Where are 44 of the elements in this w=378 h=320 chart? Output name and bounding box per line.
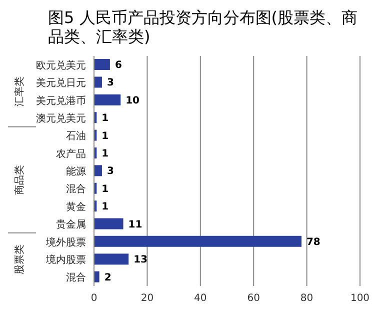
x-tick-label: 100 — [350, 293, 370, 304]
bar — [94, 236, 302, 247]
bar — [94, 254, 129, 265]
data-label: 11 — [128, 219, 142, 230]
data-label: 3 — [106, 166, 114, 178]
text: 股票类 — [14, 244, 26, 274]
bar — [94, 165, 102, 176]
data-label: 1 — [102, 202, 109, 213]
y-tick-label: 石油 — [66, 130, 86, 142]
data-label: 13 — [134, 254, 148, 266]
data-label: 1 — [102, 184, 109, 195]
y-tick-label: 美元兑港币 — [36, 94, 86, 107]
data-label: 2 — [104, 272, 112, 284]
y-tick-label: 美元兑日元 — [36, 77, 86, 90]
data-label: 1 — [102, 148, 109, 160]
data-label: 6 — [114, 60, 122, 72]
x-tick-label: 20 — [140, 293, 154, 304]
data-label: 10 — [126, 95, 140, 106]
bar — [94, 76, 102, 88]
y-tick-label: 农产品 — [56, 148, 86, 160]
text: 汇率类 — [14, 76, 26, 106]
bar — [94, 59, 110, 70]
data-label: 3 — [106, 78, 114, 89]
y-tick-label: 混合 — [66, 272, 86, 284]
y-tick-label: 贵金属 — [56, 218, 86, 231]
bar — [94, 271, 100, 282]
y-tick-label: 欧元兑美元 — [36, 59, 86, 72]
x-tick-label: 0 — [90, 293, 98, 304]
y-tick-label: 境内股票 — [45, 254, 86, 266]
y-tick-label: 黄金 — [66, 200, 86, 213]
chart-title: 图5 人民币产品投资方向分布图(股票类、商品类、汇率类) — [47, 8, 359, 48]
x-tick-label: 40 — [194, 293, 207, 304]
y-tick-label: 澳元兑美元 — [36, 112, 86, 124]
bar — [94, 94, 121, 106]
data-label: 1 — [102, 130, 109, 142]
data-label: 78 — [306, 236, 320, 248]
y-tick-label: 能源 — [66, 166, 86, 178]
y-tick-label: 境外股票 — [45, 236, 86, 248]
x-tick-label: 60 — [247, 293, 260, 304]
y-tick-label: 混合 — [66, 183, 86, 196]
data-label: 1 — [102, 113, 109, 124]
x-tick-label: 80 — [300, 293, 314, 304]
text: 商品类 — [14, 164, 26, 195]
bar — [94, 218, 124, 230]
